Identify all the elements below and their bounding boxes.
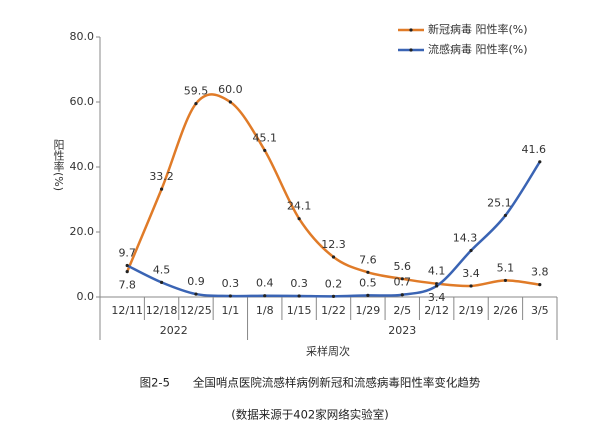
point — [435, 284, 439, 288]
point — [400, 293, 404, 297]
x-group-label: 2022 — [160, 324, 188, 337]
x-tick-label: 2/26 — [493, 304, 518, 317]
legend-dot — [409, 28, 413, 32]
value-label: 3.4 — [462, 267, 480, 280]
value-label: 24.1 — [287, 200, 312, 213]
point — [297, 294, 301, 298]
point — [366, 293, 370, 297]
point — [469, 248, 473, 253]
value-label: 25.1 — [487, 196, 512, 209]
point — [538, 160, 542, 164]
value-label: 0.5 — [359, 276, 377, 289]
legend-label: 流感病毒 阳性率(%) — [428, 42, 528, 56]
x-tick-label: 2/19 — [459, 304, 484, 317]
y-axis-title: 阳性率(%) — [52, 139, 65, 191]
point — [263, 148, 267, 153]
value-label: 4.1 — [428, 265, 446, 278]
value-label: 7.8 — [118, 279, 136, 292]
legend-dot — [409, 48, 413, 52]
value-label: 4.5 — [153, 263, 171, 276]
value-label: 3.4 — [428, 291, 446, 304]
x-tick-label: 12/18 — [146, 304, 178, 317]
point — [228, 100, 232, 104]
point — [469, 284, 473, 288]
point — [263, 294, 267, 298]
value-label: 0.3 — [290, 277, 308, 290]
value-label: 60.0 — [218, 83, 243, 96]
point — [159, 280, 164, 284]
point — [125, 270, 129, 274]
value-label: 14.3 — [453, 232, 478, 245]
point — [194, 102, 198, 106]
y-tick-label: 80.0 — [70, 30, 95, 43]
point — [366, 270, 370, 274]
x-tick-label: 1/15 — [287, 304, 312, 317]
point — [331, 294, 336, 298]
value-label: 59.5 — [184, 85, 209, 98]
x-tick-label: 3/5 — [531, 304, 549, 317]
legend-label: 新冠病毒 阳性率(%) — [428, 22, 528, 36]
value-label: 5.1 — [497, 261, 515, 274]
value-label: 0.9 — [187, 275, 205, 288]
x-tick-label: 12/11 — [111, 304, 143, 317]
value-label: 0.7 — [394, 276, 412, 289]
point — [228, 294, 232, 298]
x-tick-label: 2/12 — [424, 304, 449, 317]
value-label: 5.6 — [394, 260, 412, 273]
y-tick-label: 40.0 — [70, 160, 95, 173]
x-tick-label: 2/5 — [393, 304, 411, 317]
value-label: 12.3 — [321, 238, 346, 251]
x-axis-title: 采样周次 — [306, 344, 350, 358]
point — [538, 283, 542, 287]
point — [503, 213, 508, 218]
x-tick-label: 12/25 — [180, 304, 212, 317]
value-label: 9.7 — [118, 246, 136, 259]
x-tick-label: 1/22 — [321, 304, 346, 317]
source-note: (数据来源于402家网络实验室) — [231, 408, 388, 422]
point — [297, 217, 301, 221]
x-tick-label: 1/8 — [256, 304, 274, 317]
point — [400, 277, 404, 281]
x-tick-label: 1/29 — [356, 304, 381, 317]
value-label: 3.8 — [531, 266, 549, 279]
value-label: 7.6 — [359, 253, 377, 266]
value-label: 0.3 — [222, 277, 240, 290]
point — [331, 255, 336, 259]
value-label: 33.2 — [149, 170, 174, 183]
x-group-label: 2023 — [388, 324, 416, 337]
caption: 图2-5 全国哨点医院流感样病例新冠和流感病毒阳性率变化趋势 — [140, 376, 481, 390]
y-tick-label: 0.0 — [77, 290, 95, 303]
value-label: 0.2 — [325, 277, 343, 290]
point — [159, 187, 164, 191]
point — [194, 292, 198, 296]
point — [503, 278, 508, 283]
value-label: 41.6 — [522, 143, 547, 156]
point — [125, 263, 129, 268]
value-label: 45.1 — [252, 131, 277, 144]
y-tick-label: 60.0 — [70, 95, 95, 108]
x-tick-label: 1/1 — [221, 304, 239, 317]
y-tick-label: 20.0 — [70, 225, 95, 238]
value-label: 0.4 — [256, 277, 274, 290]
